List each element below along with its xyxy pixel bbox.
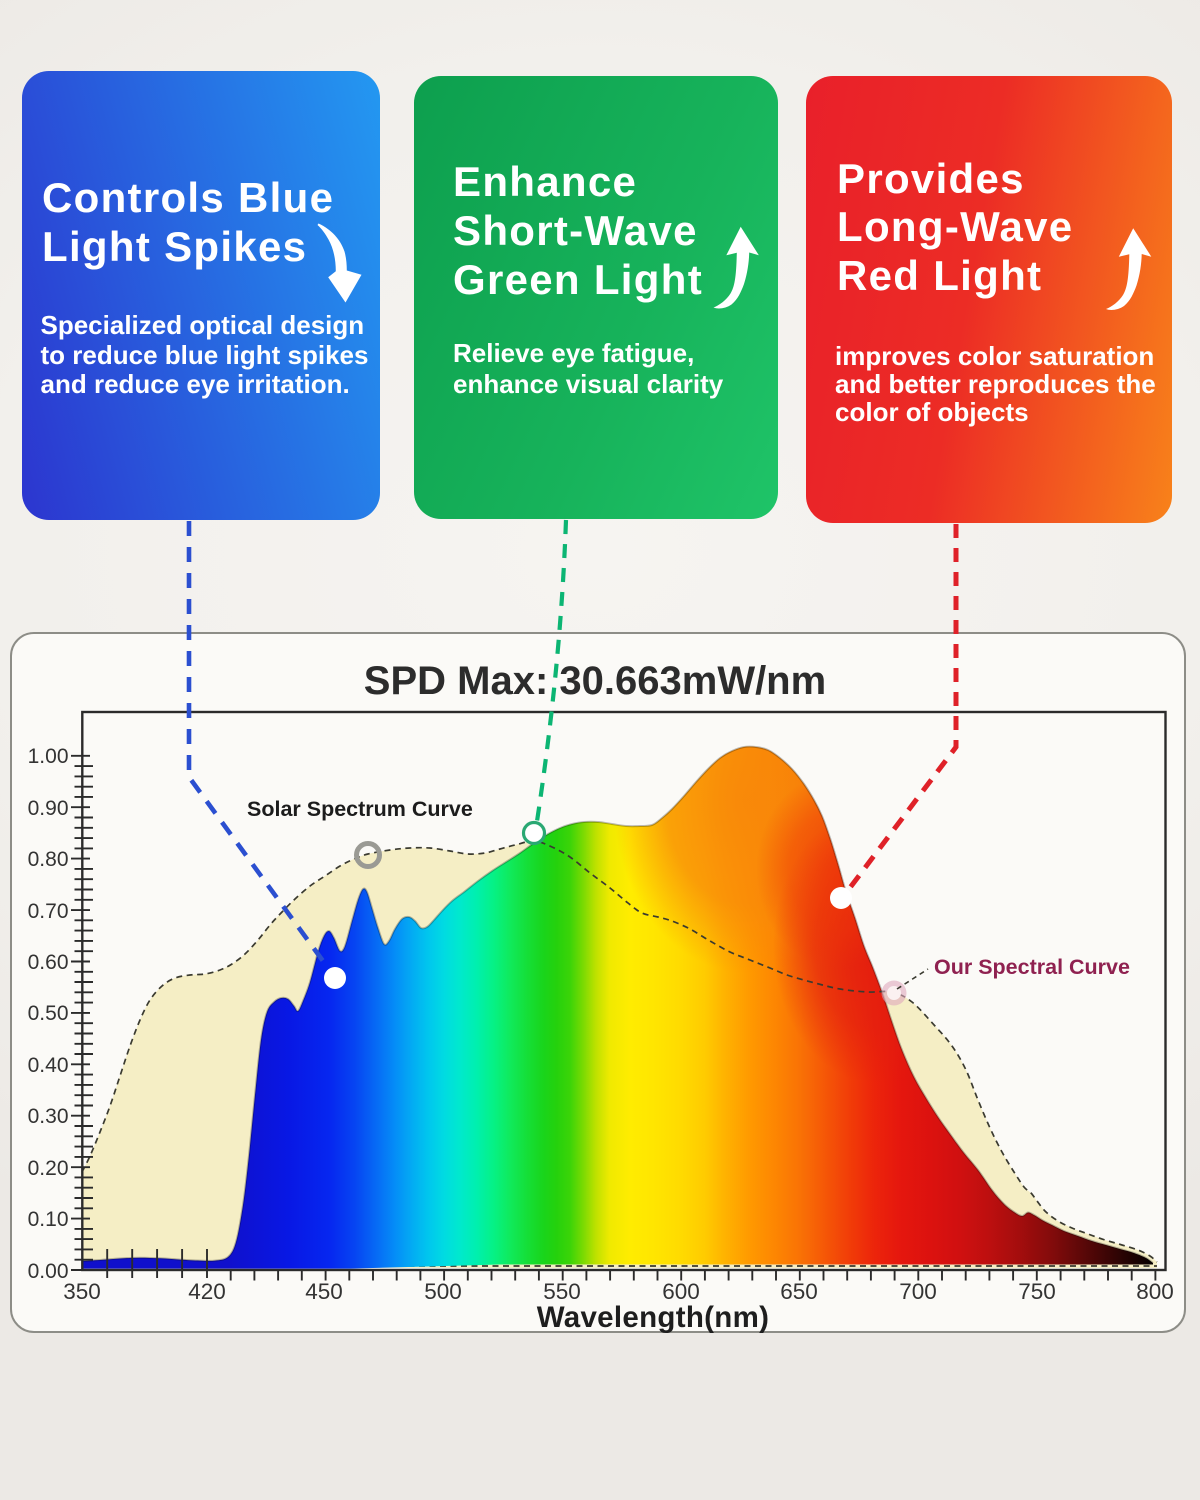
svg-text:420: 420 [188, 1279, 226, 1304]
svg-text:750: 750 [1018, 1279, 1056, 1304]
svg-text:650: 650 [780, 1279, 818, 1304]
svg-text:800: 800 [1136, 1279, 1174, 1304]
svg-text:550: 550 [543, 1279, 581, 1304]
svg-text:0.00: 0.00 [28, 1260, 69, 1283]
svg-text:350: 350 [63, 1279, 101, 1304]
svg-text:0.90: 0.90 [28, 797, 69, 820]
svg-text:0.20: 0.20 [28, 1157, 69, 1180]
svg-text:Wavelength(nm): Wavelength(nm) [537, 1301, 770, 1334]
svg-text:500: 500 [424, 1279, 462, 1304]
svg-text:0.40: 0.40 [28, 1054, 69, 1077]
svg-text:Solar Spectrum Curve: Solar Spectrum Curve [247, 797, 473, 821]
svg-text:0.10: 0.10 [28, 1208, 69, 1231]
svg-text:450: 450 [305, 1279, 343, 1304]
svg-text:600: 600 [662, 1279, 700, 1304]
svg-text:0.70: 0.70 [28, 900, 69, 923]
svg-text:0.60: 0.60 [28, 951, 69, 974]
svg-text:0.50: 0.50 [28, 1002, 69, 1025]
svg-text:700: 700 [899, 1279, 937, 1304]
svg-text:1.00: 1.00 [28, 745, 69, 768]
svg-text:0.30: 0.30 [28, 1105, 69, 1128]
svg-text:0.80: 0.80 [28, 848, 69, 871]
svg-text:Our Spectral Curve: Our Spectral Curve [934, 955, 1130, 979]
